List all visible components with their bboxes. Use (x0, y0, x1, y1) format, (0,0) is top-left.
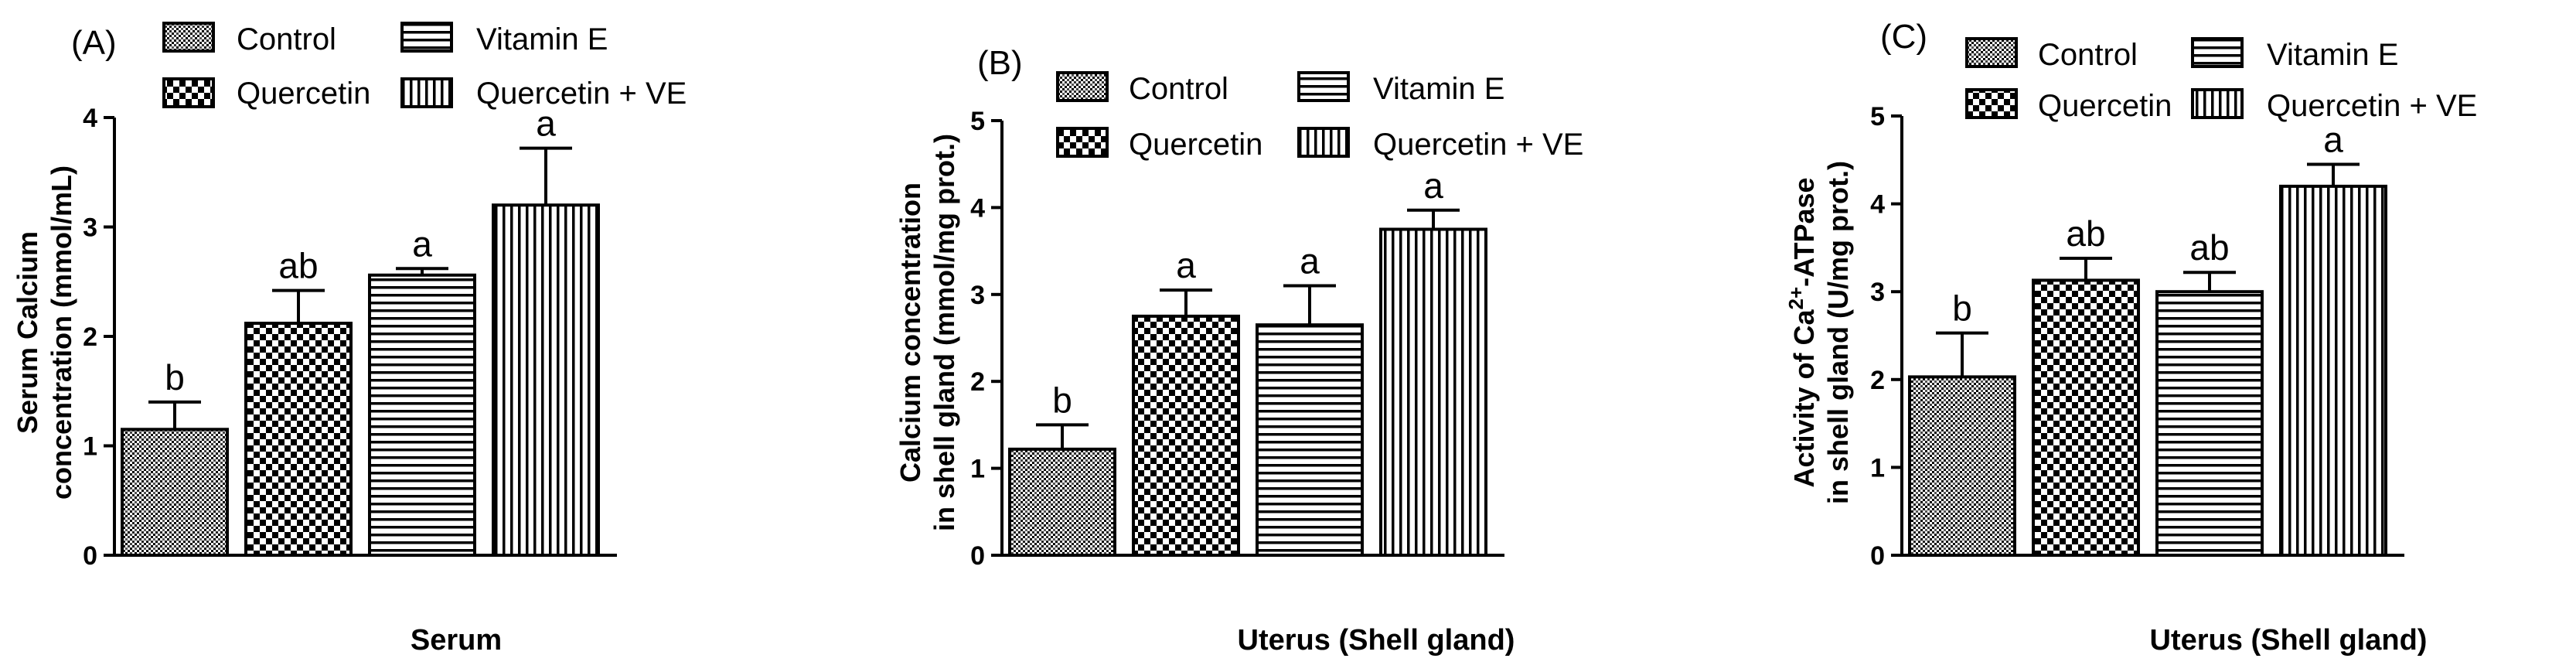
legend-label-quercetin: Quercetin (2038, 89, 2172, 123)
significance-label-vitamin-e: a (1300, 241, 1320, 281)
y-tick-label: 2 (970, 367, 985, 397)
y-axis-label-b-line1: Calcium concentration (894, 182, 926, 483)
legend-label-quercetin-ve: Quercetin + VE (2267, 89, 2477, 123)
bar-vitamin-e (2155, 290, 2264, 557)
legend-swatch-vitamin-e (1297, 71, 1350, 102)
legend-swatch-control (1056, 71, 1109, 102)
y-tick-label: 4 (1870, 190, 1885, 220)
legend-c: Control Vitamin E Quercetin Quercetin + … (1965, 37, 2477, 123)
panel-label-a: (A) (71, 24, 117, 62)
panel-label-c: (C) (1880, 18, 1927, 56)
bar-control (1908, 375, 2016, 557)
significance-label-vitamin-e: ab (2189, 227, 2229, 268)
y-tick-label: 2 (1870, 366, 1885, 395)
significance-label-quercetin-ve: a (1423, 165, 1443, 206)
x-axis-label-c: Uterus (Shell gland) (2150, 624, 2428, 657)
plot-area-c: 0 1 2 3 4 5 b ab ab a (1870, 102, 2404, 571)
legend-label-vitamin-e: Vitamin E (1373, 72, 1504, 106)
y-label-c-part2: -ATPase (1788, 177, 1820, 286)
bar-quercetin (1132, 314, 1240, 557)
y-tick-label: 1 (970, 455, 985, 484)
y-tick-label: 0 (83, 541, 97, 571)
legend-label-control: Control (237, 22, 336, 56)
legend-label-vitamin-e: Vitamin E (2267, 38, 2398, 72)
significance-label-quercetin: ab (278, 246, 318, 286)
y-tick-label: 4 (83, 104, 97, 133)
legend-label-control: Control (1129, 72, 1228, 106)
legend-swatch-quercetin-ve (2191, 88, 2244, 119)
legend-label-quercetin-ve: Quercetin + VE (476, 77, 687, 111)
y-axis-label-c-line2: in shell gland (U/mg prot.) (1822, 161, 1854, 504)
legend-swatch-quercetin (162, 77, 215, 108)
panel-b: (B) Control Vitamin E Quercetin Querceti… (894, 44, 1583, 657)
bar-control (121, 428, 229, 558)
legend-label-quercetin: Quercetin (1129, 128, 1262, 162)
significance-label-quercetin-ve: a (536, 104, 556, 144)
y-tick-label: 3 (970, 281, 985, 310)
legend-swatch-control (162, 22, 215, 53)
bar-quercetin-ve (2279, 184, 2387, 557)
legend-swatch-vitamin-e (2191, 37, 2244, 68)
legend-swatch-quercetin (1965, 88, 2018, 119)
legend-swatch-quercetin-ve (1297, 127, 1350, 158)
bar-vitamin-e (1256, 323, 1364, 557)
significance-label-control: b (165, 357, 185, 397)
plot-area-a: 0 1 2 3 4 b ab a a (83, 104, 617, 571)
y-tick-label: 4 (970, 193, 985, 223)
bar-vitamin-e (368, 273, 476, 557)
bar-quercetin-ve (492, 203, 600, 557)
y-axis-label-a-line2: concentration (mmol/mL) (46, 165, 77, 500)
significance-label-control: b (1952, 288, 1972, 329)
y-tick-label: 0 (1870, 541, 1885, 571)
legend-label-quercetin: Quercetin (237, 77, 370, 111)
bar-quercetin-ve (1379, 227, 1487, 557)
legend-label-control: Control (2038, 38, 2138, 72)
bar-quercetin (2032, 278, 2140, 557)
panel-a: (A) Control Vitamin E Quercetin Querceti… (12, 22, 687, 657)
legend-a: Control Vitamin E Quercetin Quercetin + … (162, 22, 687, 111)
y-label-c-superscript: 2+ (1784, 287, 1808, 310)
legend-label-vitamin-e: Vitamin E (476, 22, 608, 56)
y-tick-label: 3 (83, 213, 97, 243)
legend-swatch-control (1965, 37, 2018, 68)
legend-b: Control Vitamin E Quercetin Quercetin + … (1056, 71, 1583, 162)
legend-label-quercetin-ve: Quercetin + VE (1373, 128, 1583, 162)
significance-label-quercetin: a (1176, 245, 1196, 285)
bar-control (1008, 447, 1116, 558)
y-axis-label-c-line1: Activity of Ca2+-ATPase (1784, 177, 1820, 487)
panel-c: (C) Control Vitamin E Quercetin Querceti… (1784, 18, 2477, 657)
x-axis-label-b: Uterus (Shell gland) (1238, 624, 1515, 657)
significance-label-control: b (1052, 380, 1072, 420)
y-tick-label: 3 (1870, 278, 1885, 307)
significance-label-vitamin-e: a (412, 223, 432, 264)
panel-label-b: (B) (977, 44, 1023, 82)
y-axis-label-a-line1: Serum Calcium (12, 231, 43, 434)
legend-swatch-quercetin-ve (400, 77, 453, 108)
y-tick-label: 1 (1870, 453, 1885, 483)
y-tick-label: 5 (970, 107, 985, 136)
y-tick-label: 1 (83, 432, 97, 462)
y-tick-label: 0 (970, 541, 985, 571)
significance-label-quercetin-ve: a (2323, 119, 2343, 159)
y-label-c-part1: Activity of Ca (1788, 309, 1820, 488)
y-axis-label-b-line2: in shell gland (mmol/mg prot.) (929, 134, 960, 531)
x-axis-label-a: Serum (411, 624, 502, 657)
bar-quercetin (244, 322, 353, 557)
legend-swatch-quercetin (1056, 127, 1109, 158)
significance-label-quercetin: ab (2066, 213, 2105, 254)
legend-swatch-vitamin-e (400, 22, 453, 53)
y-tick-label: 5 (1870, 102, 1885, 131)
y-tick-label: 2 (83, 322, 97, 352)
plot-area-b: 0 1 2 3 4 5 b a a a (970, 107, 1504, 571)
